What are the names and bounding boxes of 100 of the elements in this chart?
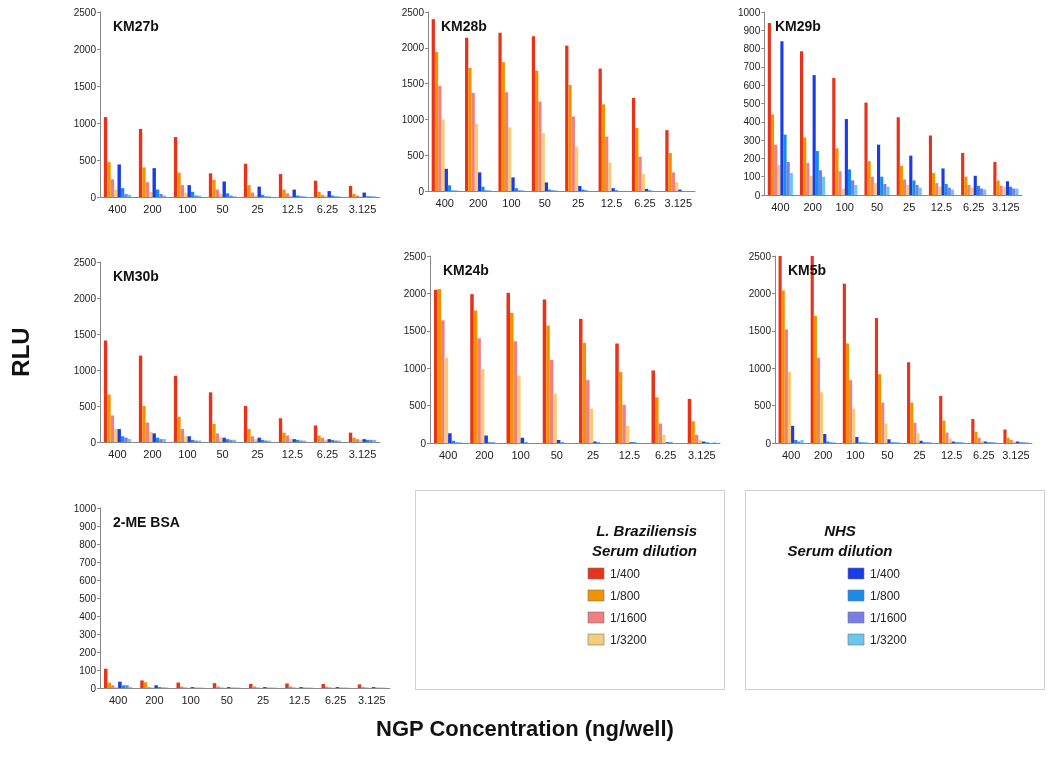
- bar: [229, 439, 233, 442]
- bar: [162, 439, 167, 442]
- x-tick-label: 50: [550, 448, 563, 461]
- y-tick-label: 1500: [748, 325, 772, 337]
- x-tick-label: 50: [220, 693, 233, 706]
- bar: [641, 173, 645, 191]
- bar: [878, 374, 882, 443]
- bar: [225, 193, 230, 197]
- bar: [896, 117, 900, 195]
- bar: [176, 682, 181, 688]
- bar: [622, 404, 626, 443]
- bar: [478, 172, 482, 191]
- y-tick-label: 1000: [738, 6, 761, 18]
- x-tick-label: 25: [903, 200, 916, 213]
- y-tick-label: 800: [79, 538, 97, 550]
- bar: [553, 393, 557, 443]
- y-tick-label: 500: [409, 400, 427, 412]
- y-tick-label: 700: [79, 556, 97, 568]
- bar: [842, 283, 846, 443]
- bar: [247, 185, 251, 197]
- bar: [615, 343, 619, 443]
- bar: [250, 436, 255, 442]
- bar: [212, 179, 216, 197]
- bar: [854, 184, 858, 195]
- bar: [142, 167, 146, 197]
- x-tick-label: 400: [435, 196, 454, 209]
- bar: [225, 439, 230, 442]
- bar: [107, 394, 111, 442]
- y-tick-label: 500: [754, 400, 772, 412]
- bar: [357, 684, 362, 688]
- bar: [806, 162, 810, 195]
- y-tick-label: 1000: [748, 362, 772, 374]
- bar: [964, 176, 968, 195]
- bar: [352, 194, 356, 197]
- y-tick-label: 1000: [401, 113, 425, 125]
- x-tick-label: 6.25: [962, 200, 985, 213]
- bar: [578, 185, 582, 191]
- y-tick-label: 2000: [748, 287, 772, 299]
- bar: [864, 102, 868, 195]
- y-tick-label: 600: [743, 79, 761, 91]
- bar: [996, 180, 1000, 195]
- y-tick-label: 1500: [401, 78, 425, 90]
- x-tick-label: 50: [881, 448, 894, 461]
- x-tick-label: 6.25: [973, 448, 995, 461]
- bar: [789, 173, 793, 195]
- bar: [638, 156, 642, 191]
- bar: [321, 684, 326, 688]
- y-tick-label: 2000: [73, 292, 97, 304]
- bar: [651, 370, 656, 443]
- bar: [215, 433, 220, 442]
- bar: [538, 101, 542, 191]
- bar: [159, 194, 163, 197]
- bar: [103, 668, 108, 688]
- x-tick-label: 3.125: [664, 196, 693, 209]
- bar: [124, 437, 128, 442]
- bar: [870, 176, 874, 195]
- x-tick-label: 200: [814, 448, 833, 461]
- y-tick-label: 0: [418, 185, 425, 197]
- bar: [784, 329, 788, 443]
- bar: [434, 52, 439, 191]
- y-tick-label: 400: [743, 116, 761, 128]
- bar: [851, 180, 855, 195]
- bar: [598, 68, 602, 191]
- x-tick-label: 3.125: [348, 202, 377, 215]
- bar: [939, 395, 943, 443]
- bar: [791, 425, 795, 443]
- bar: [835, 148, 839, 195]
- bar: [222, 181, 226, 197]
- bar: [691, 421, 695, 443]
- bar: [544, 182, 549, 191]
- bar: [902, 179, 907, 195]
- bar: [177, 416, 181, 442]
- bar: [477, 338, 481, 443]
- bar: [317, 191, 321, 197]
- bar: [468, 67, 472, 191]
- x-tick-label: 6.25: [324, 693, 347, 706]
- x-tick-label: 3.125: [992, 200, 1020, 213]
- bar: [531, 36, 536, 191]
- bar: [671, 172, 676, 191]
- x-tick-label: 3.125: [1002, 448, 1030, 461]
- y-tick-label: 2000: [73, 43, 97, 55]
- x-tick-label: 100: [511, 448, 530, 461]
- y-tick-label: 500: [79, 400, 97, 412]
- bar: [971, 419, 975, 443]
- bar: [912, 180, 916, 195]
- y-tick-label: 900: [743, 24, 761, 36]
- bar: [154, 685, 158, 688]
- bar: [976, 185, 980, 195]
- bar: [285, 683, 289, 688]
- bar: [120, 436, 125, 442]
- bar: [932, 173, 936, 195]
- chart-title: KM30b: [113, 268, 159, 284]
- bar: [187, 185, 191, 197]
- bar: [471, 92, 475, 191]
- bar: [571, 116, 575, 191]
- y-tick-label: 200: [79, 646, 97, 658]
- bar: [783, 134, 787, 195]
- bar: [855, 437, 859, 443]
- bar: [813, 315, 817, 443]
- bar: [441, 119, 445, 191]
